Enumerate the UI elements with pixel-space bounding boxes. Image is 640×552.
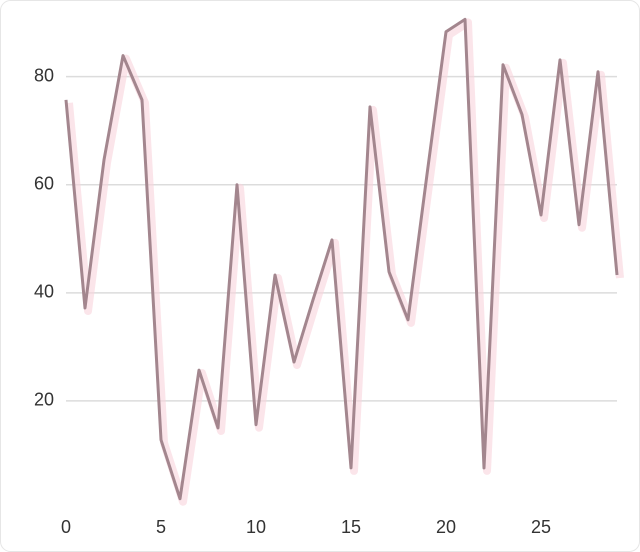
x-tick-label: 25 [531,517,551,537]
y-tick-label: 20 [34,390,54,410]
x-tick-label: 5 [156,517,166,537]
x-tick-label: 20 [436,517,456,537]
x-tick-label: 0 [61,517,71,537]
x-tick-label: 10 [246,517,266,537]
line [64,17,619,501]
x-tick-label: 15 [341,517,361,537]
line-glow [65,18,624,506]
y-tick-label: 80 [34,65,54,85]
y-tick-label: 60 [34,173,54,193]
y-tick-label: 40 [34,282,54,302]
